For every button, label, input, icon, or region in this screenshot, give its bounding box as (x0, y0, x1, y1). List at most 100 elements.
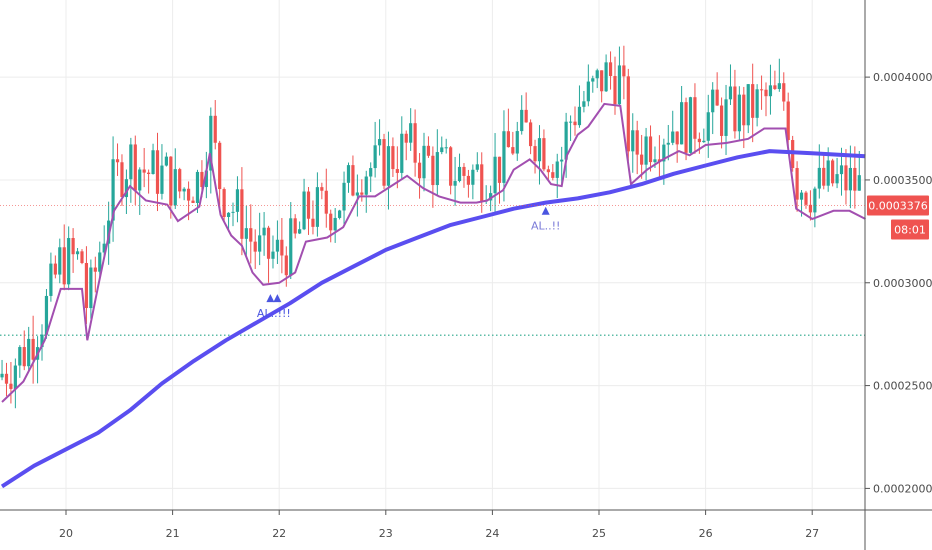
candle-body (102, 243, 106, 253)
candle-body (511, 147, 515, 154)
y-tick-label: 0.0002000 (873, 482, 932, 495)
candle-body (457, 166, 462, 182)
candle-body (817, 167, 821, 189)
x-tick-label: 25 (592, 527, 606, 540)
candle-body (724, 99, 728, 136)
candle-body (98, 252, 102, 272)
candle-body (813, 188, 817, 213)
candle-body (826, 160, 830, 186)
candle-body (799, 192, 804, 200)
candle-body (240, 189, 244, 239)
candle-body (355, 192, 359, 196)
x-tick-label: 26 (699, 527, 713, 540)
candle-body (289, 218, 293, 276)
candle-body (280, 239, 284, 256)
candles (0, 45, 861, 409)
candle-body (733, 86, 737, 132)
candle-body (27, 338, 31, 367)
candle-body (471, 169, 475, 185)
candle-body (568, 121, 573, 123)
candle-body (515, 131, 519, 154)
candle-body (782, 83, 786, 102)
trailing-stop (1, 102, 866, 403)
candle-body (582, 101, 586, 107)
candle-body (191, 200, 195, 204)
candle-body (462, 166, 466, 176)
candle-body (382, 139, 386, 186)
candle-body (475, 164, 479, 170)
candle-body (822, 167, 826, 186)
candle-body (4, 373, 9, 384)
candle-body (635, 130, 639, 155)
candle-body (124, 179, 129, 198)
candle-body (58, 247, 62, 275)
candle-body (755, 89, 759, 118)
candle-body (795, 168, 799, 200)
candle-body (702, 140, 706, 143)
candle-body (351, 165, 355, 196)
candle-body (528, 122, 533, 147)
candle-body (262, 227, 266, 236)
candle-body (346, 165, 351, 183)
candle-body (537, 138, 542, 162)
candle-body (138, 169, 142, 191)
countdown-badge (891, 219, 929, 240)
candle-body (115, 159, 120, 163)
candle-body (258, 235, 262, 252)
buy-signals: AL..!!! AL..!! (257, 206, 560, 320)
candle-body (40, 334, 44, 348)
candle-body (111, 159, 115, 221)
candle-body (671, 131, 675, 143)
candle-body (271, 251, 275, 259)
candle-body (249, 228, 253, 242)
candle-body (560, 159, 564, 162)
candle-body (693, 97, 697, 139)
candle-body (808, 204, 813, 213)
candle-body (719, 105, 724, 136)
candle-body (835, 174, 839, 184)
candle-body (759, 89, 764, 91)
candle-body (520, 109, 524, 132)
candle-body (386, 146, 391, 186)
candle-body (657, 159, 662, 162)
candle-body (360, 192, 364, 195)
candle-body (857, 175, 861, 191)
candle-body (422, 145, 426, 179)
candle-body (831, 160, 835, 184)
candle-body (222, 189, 226, 217)
candle-body (142, 169, 146, 173)
x-tick-label: 20 (59, 527, 73, 540)
candle-body (213, 115, 217, 143)
candle-body (324, 190, 328, 214)
candle-body (622, 65, 626, 77)
candle-body (53, 263, 57, 275)
candle-body (586, 81, 590, 102)
moving-average (0, 149, 866, 489)
candle-body (751, 84, 755, 118)
candle-body (839, 165, 844, 175)
moving-average-line (0, 149, 866, 489)
candle-body (435, 152, 439, 186)
candle-body (67, 238, 71, 285)
x-tick-label: 24 (485, 527, 499, 540)
candle-body (22, 347, 26, 367)
candle-body (524, 109, 528, 123)
candle-body (773, 85, 777, 89)
candle-body (706, 112, 710, 141)
candle-body (626, 76, 630, 152)
x-tick-label: 27 (805, 527, 819, 540)
current-price-label: 0.0003376 (868, 199, 928, 212)
candle-body (777, 83, 781, 89)
candle-body (93, 267, 97, 272)
candle-body (391, 146, 395, 170)
candle-body (62, 247, 66, 285)
candle-body (644, 136, 648, 165)
candle-body (320, 187, 324, 191)
candle-body (329, 213, 333, 231)
candle-body (426, 145, 431, 156)
x-tick-label: 23 (379, 527, 393, 540)
candle-body (546, 169, 550, 173)
candle-body (400, 133, 404, 173)
candle-body (226, 212, 231, 217)
